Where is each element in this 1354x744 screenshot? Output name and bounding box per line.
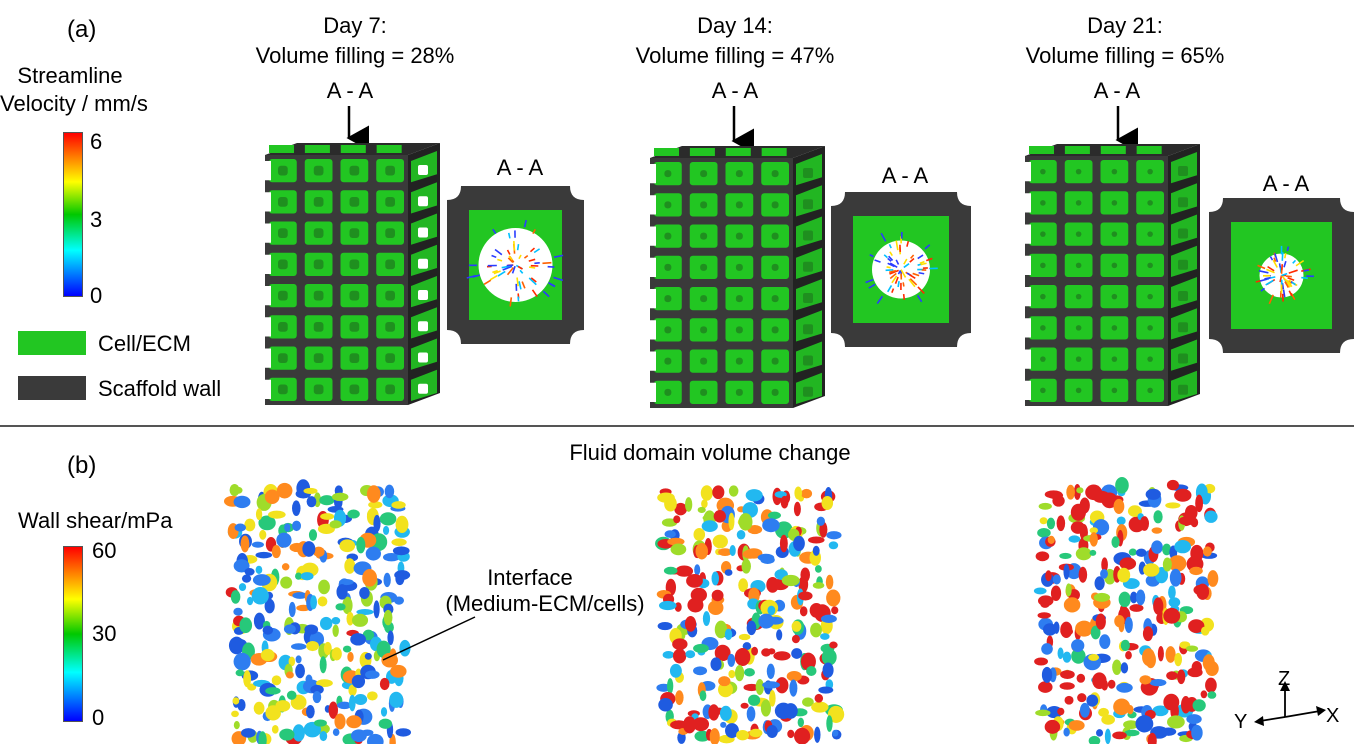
day21-arrow-label: A - A: [1093, 78, 1141, 103]
shear-colorbar: [63, 546, 83, 722]
velocity-tick-mid: 3: [90, 207, 103, 232]
velocity-tick-min: 0: [90, 283, 103, 308]
shear-colorbar-title: Wall shear/mPa: [18, 508, 173, 533]
panel-a-label: (a): [67, 16, 97, 43]
day14-arrow-label: A - A: [711, 78, 759, 103]
scaffold-wall-label: Scaffold wall: [98, 376, 222, 401]
day14-volume-filling: Volume filling = 47%: [635, 43, 835, 68]
day14-section-label: A - A: [881, 163, 929, 188]
day7-cross-section: [447, 186, 584, 344]
velocity-colorbar-title-line1: Streamline: [17, 63, 123, 88]
panel-b-label: (b): [67, 452, 97, 479]
day14-title: Day 14:: [697, 13, 773, 38]
day21-scaffold-block: [1025, 144, 1200, 406]
day14-scaffold-block: [650, 146, 825, 408]
day7-shear-block: [224, 479, 412, 744]
day7-title: Day 7:: [323, 13, 387, 38]
day7-arrow-label: A - A: [326, 78, 374, 103]
scaffold-wall-swatch: [18, 376, 86, 400]
day21-cross-section: [1209, 198, 1354, 353]
day21-title: Day 21:: [1087, 13, 1163, 38]
axis-x-label: X: [1326, 705, 1340, 727]
cell-ecm-swatch: [18, 331, 86, 355]
shear-tick-max: 60: [92, 538, 117, 563]
day14-shear-block: [655, 485, 845, 744]
panel-separator: [0, 425, 1354, 427]
day14-cross-section: [831, 192, 971, 347]
axis-triad: [1254, 681, 1326, 726]
panel-b-title: Fluid domain volume change: [569, 440, 851, 465]
axis-y-label: Y: [1234, 711, 1248, 733]
day7-section-label: A - A: [496, 155, 544, 180]
day21-shear-block: [1033, 476, 1219, 744]
axis-z-label: Z: [1278, 668, 1291, 690]
day7-volume-filling: Volume filling = 28%: [255, 43, 455, 68]
cell-ecm-label: Cell/ECM: [98, 331, 191, 356]
velocity-tick-max: 6: [90, 129, 103, 154]
interface-label-line1: Interface: [487, 565, 573, 590]
velocity-colorbar: [63, 132, 83, 297]
day21-section-label: A - A: [1262, 171, 1310, 196]
velocity-colorbar-title-line2: Velocity / mm/s: [0, 91, 148, 116]
interface-label-line2: (Medium-ECM/cells): [445, 591, 645, 616]
shear-tick-min: 0: [92, 705, 105, 730]
day21-volume-filling: Volume filling = 65%: [1025, 43, 1225, 68]
shear-tick-mid: 30: [92, 621, 117, 646]
day7-scaffold-block: [265, 143, 440, 405]
